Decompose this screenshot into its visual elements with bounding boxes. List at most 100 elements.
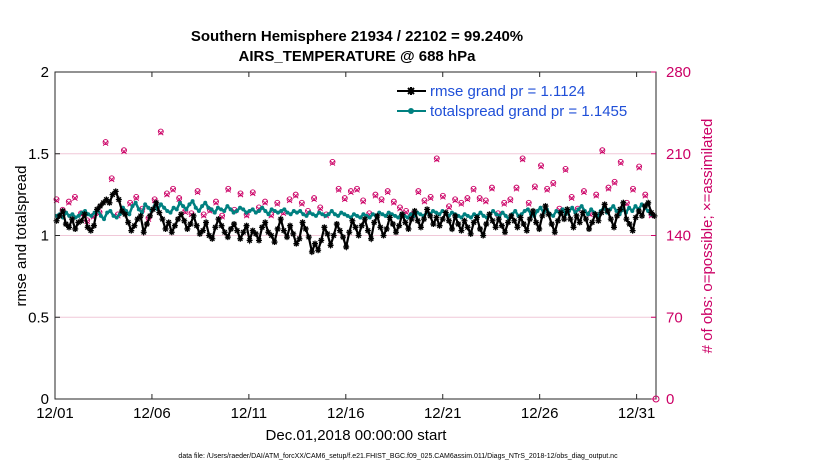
legend-label-spread: totalspread grand pr = 1.1455 (430, 103, 627, 120)
totalspread-point (304, 213, 309, 218)
rmse-point (595, 217, 602, 224)
totalspread-point (181, 204, 186, 209)
totalspread-point (589, 207, 594, 212)
y-tick-label-right: 0 (666, 391, 674, 408)
rmse-point (396, 222, 403, 229)
rmse-point (112, 188, 119, 195)
rmse-point (430, 221, 437, 228)
obs-possible-point (286, 196, 293, 203)
rmse-point (131, 222, 138, 229)
rmse-point (199, 227, 206, 234)
rmse-point (78, 217, 85, 224)
totalspread-point (396, 215, 401, 220)
rmse-point (520, 221, 527, 228)
rmse-point (377, 224, 384, 231)
obs-possible-point (458, 199, 465, 206)
y-tick-label-right: 70 (666, 309, 683, 326)
obs-possible-point (544, 185, 551, 192)
obs-possible-point (642, 191, 649, 198)
rmse-point (408, 216, 415, 223)
rmse-point (302, 225, 309, 232)
rmse-point (134, 216, 141, 223)
rmse-point (184, 225, 191, 232)
totalspread-point (272, 208, 277, 213)
obs-assimilated-point (470, 187, 477, 193)
obs-possible-point (157, 128, 164, 135)
rmse-point (140, 229, 147, 236)
rmse-point (206, 232, 213, 239)
rmse-point (203, 219, 210, 226)
rmse-point (94, 206, 101, 213)
totalspread-point (146, 205, 151, 210)
obs-possible-point (341, 195, 348, 202)
rmse-point (346, 229, 353, 236)
totalspread-point (630, 208, 635, 213)
obs-possible-point (617, 158, 624, 165)
rmse-point (433, 214, 440, 221)
rmse-point (171, 222, 178, 229)
totalspread-point (307, 210, 312, 215)
obs-assimilated-point (311, 196, 317, 203)
totalspread-point (241, 207, 246, 212)
obs-assimilated-point (274, 201, 281, 207)
obs-assimilated-point (440, 194, 446, 200)
totalspread-point (481, 213, 486, 218)
obs-assimilated-point (237, 191, 244, 198)
rmse-point (156, 209, 163, 216)
rmse-point (545, 211, 552, 218)
rmse-point (143, 221, 150, 228)
totalspread-point (525, 207, 530, 212)
rmse-point (399, 211, 406, 218)
totalspread-point (456, 213, 461, 218)
obs-assimilated-point (544, 187, 550, 193)
totalspread-point (98, 213, 103, 218)
rmse-point (480, 232, 487, 239)
obs-assimilated-point (415, 189, 422, 196)
rmse-point (352, 224, 359, 231)
obs-possible-point (127, 199, 134, 206)
obs-assimilated-point (452, 197, 458, 204)
obs-possible-point (482, 197, 489, 204)
rmse-point (333, 221, 340, 228)
obs-assimilated-point (219, 213, 225, 220)
obs-possible-point (464, 195, 471, 202)
rmse-point (368, 235, 375, 242)
obs-assimilated-point (360, 198, 366, 205)
obs-possible-point (274, 199, 281, 206)
totalspread-point (282, 207, 287, 212)
obs-assimilated-point (476, 196, 483, 203)
totalspread-point (380, 212, 385, 217)
rmse-point (414, 217, 421, 224)
rmse-point (598, 209, 605, 216)
rmse-point (159, 216, 166, 223)
totalspread-point (449, 210, 454, 215)
y-axis-label-left: rmse and totalspread (13, 166, 30, 307)
obs-assimilated-point (329, 160, 336, 166)
totalspread-point (130, 204, 135, 209)
rmse-point (620, 199, 627, 206)
totalspread-point (279, 208, 284, 213)
obs-possible-point (65, 198, 72, 205)
rmse-point (623, 216, 630, 223)
rmse-point (392, 229, 399, 236)
x-tick-label: 12/26 (521, 405, 559, 422)
totalspread-point (361, 212, 366, 217)
totalspread-point (560, 207, 565, 212)
data-file-footer: data file: /Users/raeder/DAI/ATM_forcXX/… (178, 453, 618, 460)
obs-assimilated-point (133, 195, 140, 201)
totalspread-point (244, 210, 249, 215)
obs-assimilated-point (200, 212, 207, 219)
rmse-point (336, 227, 343, 234)
rmse-point (498, 222, 505, 229)
rmse-point (128, 227, 135, 234)
obs-possible-point (593, 191, 600, 198)
totalspread-point (102, 217, 107, 222)
totalspread-point (418, 212, 423, 217)
rmse-point (629, 227, 636, 234)
obs-assimilated-point (501, 201, 508, 207)
totalspread-point (209, 207, 214, 212)
obs-assimilated-point (483, 198, 489, 205)
totalspread-point (136, 207, 141, 212)
totalspread-point (329, 208, 334, 213)
totalspread-point (89, 213, 94, 218)
